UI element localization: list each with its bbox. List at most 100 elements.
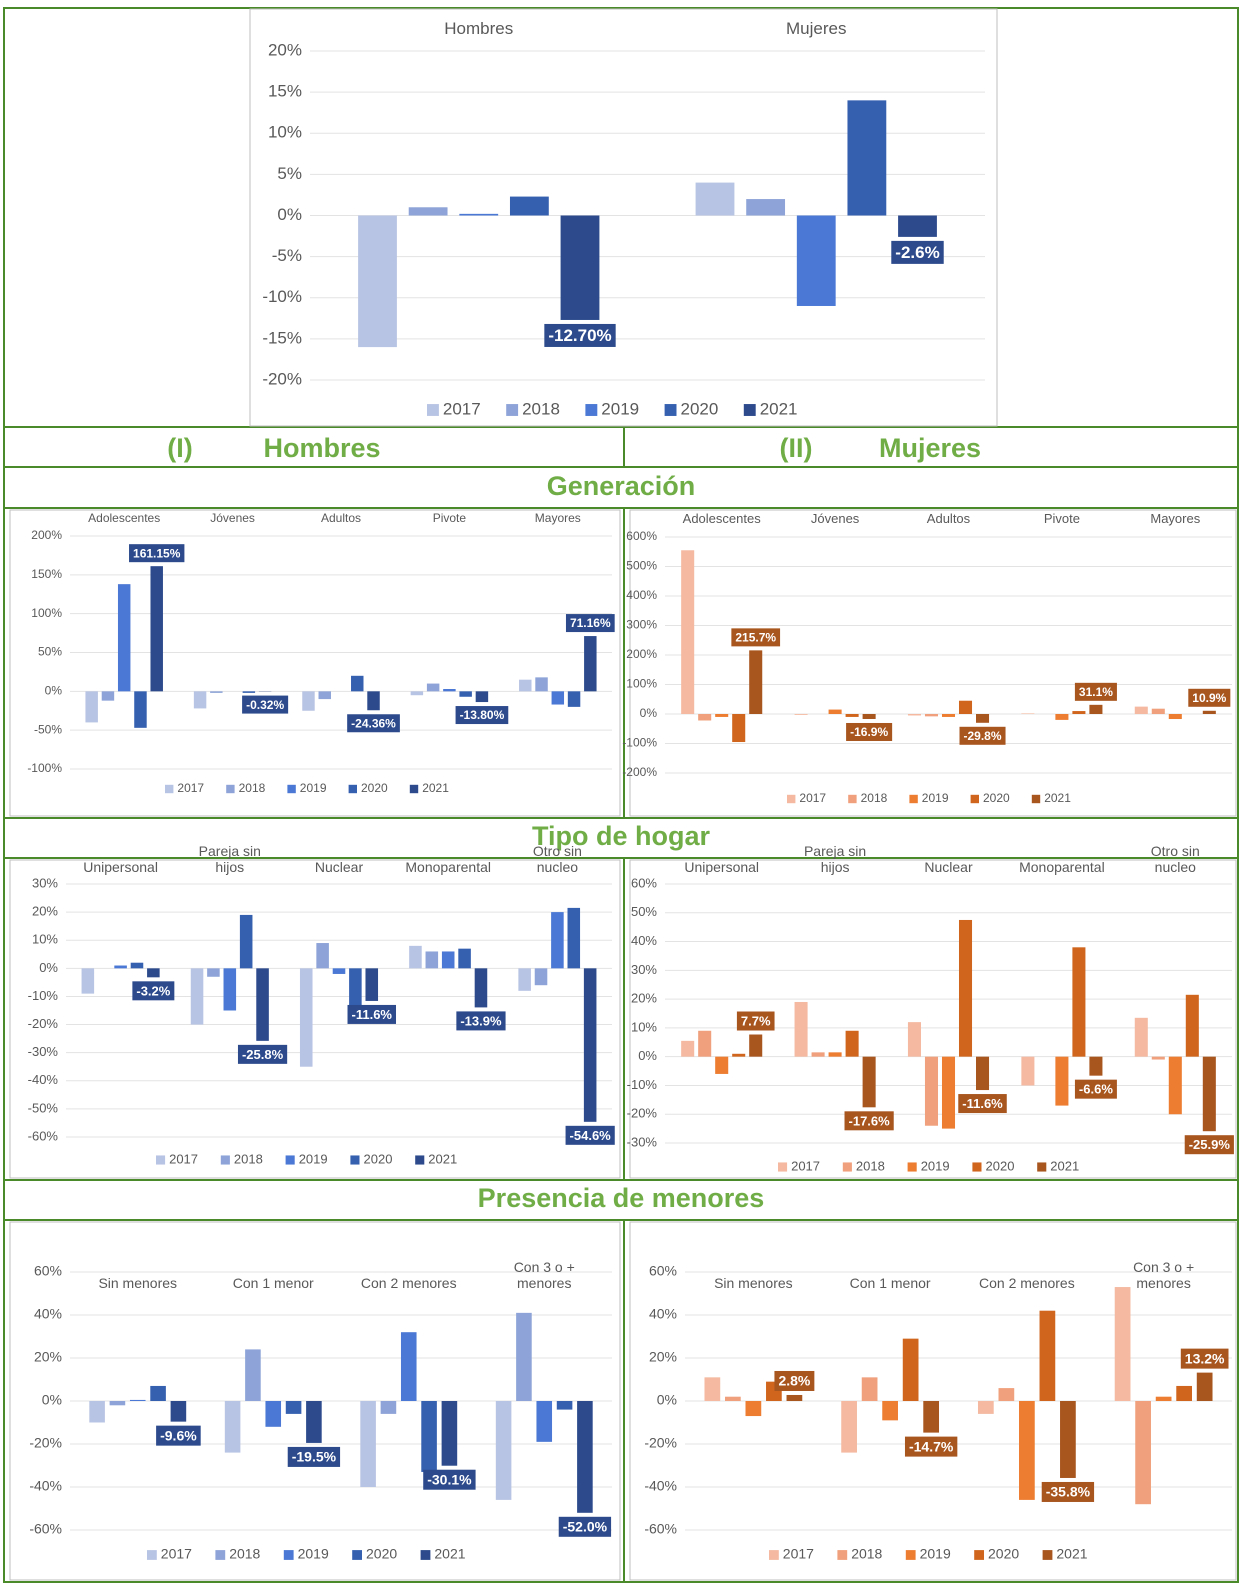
bar: [786, 1394, 803, 1401]
legend-label: 2018: [851, 1546, 882, 1562]
value-label: -30.1%: [427, 1471, 472, 1487]
bar: [681, 550, 695, 714]
y-tick-label: 15%: [268, 82, 302, 101]
legend-swatch: [1042, 1550, 1053, 1560]
legend-swatch: [147, 1550, 157, 1560]
bar: [567, 691, 581, 707]
bar: [1196, 1372, 1213, 1401]
value-label: -11.6%: [962, 1096, 1003, 1111]
bar: [907, 714, 922, 716]
value-label: 71.16%: [570, 616, 611, 630]
bar: [441, 1401, 458, 1466]
y-tick-label: 0%: [39, 960, 58, 975]
value-label: -25.9%: [1189, 1137, 1231, 1152]
value-label-box: [904, 1436, 958, 1457]
bar: [749, 650, 763, 714]
legend-label: 2018: [239, 781, 266, 795]
bar: [410, 691, 424, 696]
bar: [1202, 710, 1216, 714]
value-label-box: [736, 1011, 775, 1031]
value-label-box: [565, 1125, 615, 1145]
bar: [681, 1040, 695, 1057]
bar: [351, 675, 364, 692]
bar: [1089, 1056, 1103, 1076]
bar: [518, 968, 531, 991]
bar: [811, 1052, 825, 1057]
bar: [975, 714, 990, 723]
value-label: -13.9%: [460, 1013, 502, 1028]
value-label-box: [129, 544, 185, 563]
bar: [150, 566, 163, 692]
category-label: Hombres: [444, 18, 514, 38]
bar: [299, 968, 313, 1067]
y-tick-label: -20%: [262, 369, 302, 388]
bar: [958, 700, 973, 714]
value-label: 31.1%: [1079, 685, 1113, 699]
bar: [358, 215, 397, 348]
y-tick-label: -30%: [28, 1044, 59, 1059]
legend-swatch: [848, 794, 857, 804]
legend-label: 2018: [861, 791, 888, 805]
bar: [509, 196, 549, 216]
y-tick-label: -20%: [29, 1435, 62, 1451]
bar: [242, 691, 256, 693]
legend-swatch: [1031, 794, 1041, 804]
value-label: -52.0%: [563, 1519, 608, 1535]
value-label: 7.7%: [741, 1013, 771, 1028]
legend-swatch: [215, 1550, 226, 1560]
bar: [1168, 1056, 1182, 1115]
category-label: Con 2 menores: [979, 1275, 1075, 1292]
legend-swatch: [907, 1162, 917, 1172]
bar: [134, 691, 147, 728]
category-label: Con 2 menores: [360, 1275, 457, 1292]
bar: [147, 968, 160, 978]
y-tick-label: -40%: [29, 1478, 62, 1494]
legend-label: 2020: [361, 781, 388, 795]
category-label: Unipersonal: [684, 859, 760, 876]
value-label-box: [237, 1044, 288, 1064]
y-tick-label: -200%: [622, 765, 657, 779]
value-label-box: [1074, 1079, 1117, 1099]
legend-swatch: [165, 784, 174, 794]
y-tick-label: 200%: [31, 528, 62, 542]
value-label: -29.8%: [964, 729, 1002, 743]
value-label-box: [544, 323, 616, 347]
category-label: Con 3 o + menores: [513, 1259, 575, 1292]
bar: [941, 1056, 956, 1129]
y-tick-label: 40%: [649, 1306, 677, 1322]
bar: [828, 709, 842, 714]
value-label: -25.8%: [242, 1047, 284, 1062]
y-tick-label: -20%: [28, 1016, 59, 1031]
bar: [958, 919, 973, 1057]
legend-label: 2020: [366, 1546, 397, 1562]
bar: [845, 714, 859, 717]
bar: [882, 1401, 898, 1421]
header-number: (II): [780, 433, 813, 463]
value-label: 13.2%: [1185, 1350, 1225, 1366]
bar: [715, 714, 729, 717]
y-tick-label: 150%: [31, 567, 62, 581]
legend-swatch: [787, 794, 796, 804]
header-label: Hombres: [263, 433, 380, 463]
bar: [584, 636, 597, 692]
legend-label: 2020: [986, 1158, 1015, 1173]
bar: [924, 1056, 939, 1126]
legend-label: 2017: [799, 791, 826, 805]
bar: [425, 951, 439, 969]
bar: [474, 968, 488, 1008]
bar: [1151, 708, 1165, 714]
y-tick-label: 0%: [42, 1392, 62, 1408]
y-tick-label: 60%: [34, 1263, 62, 1279]
bar: [715, 1056, 729, 1074]
legend-label: 2017: [169, 1151, 198, 1166]
category-label: Otro sin nucleo: [532, 843, 582, 876]
value-label: -3.2%: [136, 983, 170, 998]
value-label: 10.9%: [1192, 691, 1226, 705]
bar: [190, 968, 204, 1025]
bar: [223, 968, 237, 1011]
bar: [556, 1401, 573, 1410]
bar: [1060, 1401, 1076, 1478]
bar: [828, 1052, 842, 1057]
y-tick-label: 400%: [626, 588, 657, 602]
